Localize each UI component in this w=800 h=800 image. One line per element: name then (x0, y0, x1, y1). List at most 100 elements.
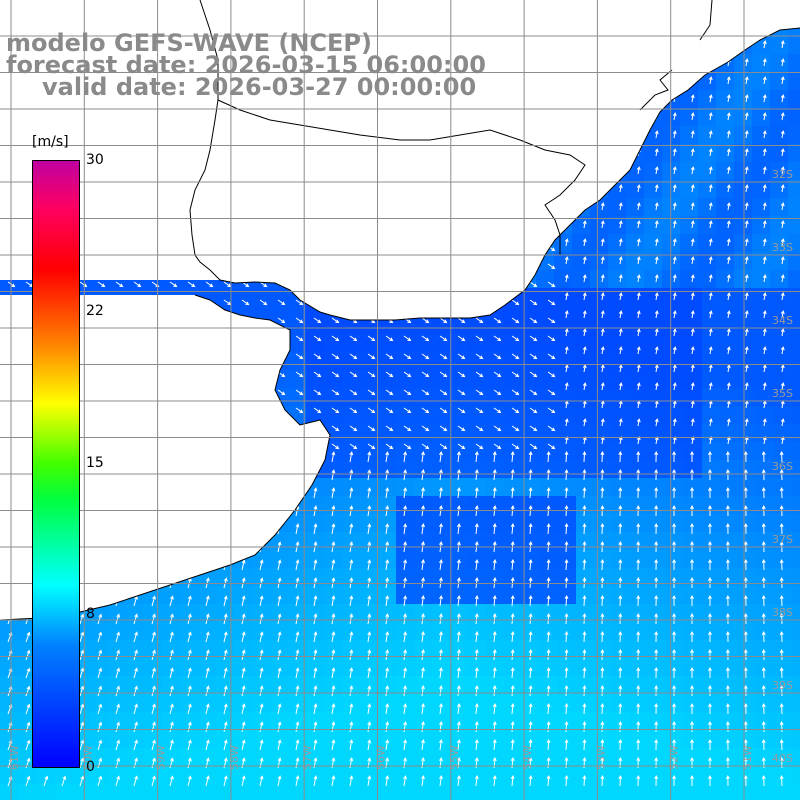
wind-arrow (385, 335, 394, 342)
wind-cell (702, 766, 720, 784)
wind-cell (594, 478, 612, 496)
wind-cell (324, 622, 342, 640)
wind-arrow (708, 166, 713, 175)
wind-arrow (241, 685, 246, 697)
wind-arrow (761, 630, 766, 643)
wind-arrow (367, 425, 376, 432)
wind-arrow (546, 648, 551, 661)
wind-arrow (761, 558, 766, 571)
wind-arrow (492, 523, 497, 535)
wind-arrow (528, 612, 533, 625)
wind-arrow (151, 667, 156, 679)
wind-cell (774, 352, 792, 370)
wind-arrow (546, 774, 551, 787)
wind-arrow (529, 425, 538, 432)
wind-arrow (133, 721, 138, 733)
wind-cell (594, 748, 612, 766)
wind-arrow (707, 594, 712, 607)
wind-cell (306, 622, 324, 640)
wind-arrow (79, 721, 85, 733)
wind-arrow (654, 202, 659, 211)
wind-cell (788, 198, 800, 216)
wind-arrow (187, 29, 196, 36)
wind-arrow (277, 613, 282, 625)
wind-arrow (726, 292, 731, 301)
wind-cell (288, 748, 306, 766)
wind-cell (644, 162, 662, 180)
wind-arrow (241, 299, 250, 306)
longitude-label: 58W (228, 745, 241, 770)
wind-arrow (690, 522, 694, 535)
wind-arrow (510, 721, 515, 733)
wind-arrow (438, 487, 443, 499)
wind-cell (666, 712, 684, 730)
wind-arrow (97, 137, 106, 144)
wind-arrow (97, 65, 106, 72)
wind-arrow (241, 721, 246, 733)
wind-cell (270, 658, 288, 676)
wind-cell (774, 370, 792, 388)
wind-cell (288, 640, 306, 658)
wind-cell (486, 604, 504, 622)
wind-cell (396, 712, 414, 730)
wind-arrow (546, 630, 551, 643)
wind-arrow (726, 166, 731, 175)
wind-cell (180, 676, 198, 694)
wind-cell (576, 316, 594, 334)
wind-cell (648, 784, 666, 800)
latitude-label: 33S (772, 241, 793, 254)
wind-arrow (241, 631, 246, 643)
wind-cell (306, 514, 324, 532)
wind-cell (162, 694, 180, 712)
wind-cell (684, 640, 702, 658)
wind-arrow (295, 739, 300, 751)
wind-cell (162, 784, 180, 800)
wind-arrow (672, 418, 677, 427)
wind-cell (684, 316, 702, 334)
wind-arrow (511, 317, 520, 324)
wind-cell (720, 676, 738, 694)
wind-arrow (564, 738, 569, 751)
wind-arrow (690, 418, 695, 427)
wind-arrow (726, 382, 731, 391)
wind-cell (198, 622, 216, 640)
wind-arrow (672, 346, 677, 355)
wind-cell (486, 586, 504, 604)
wind-arrow (223, 631, 228, 643)
wind-arrow (690, 130, 695, 139)
wind-cell (270, 604, 288, 622)
latitude-label: 36S (772, 460, 793, 473)
wind-cell (450, 496, 468, 514)
wind-cell (558, 442, 576, 460)
wind-cell (648, 712, 666, 730)
wind-arrow (636, 486, 641, 499)
wind-arrow (259, 559, 264, 571)
wind-arrow (169, 263, 178, 270)
wind-cell (324, 586, 342, 604)
wind-cell (468, 604, 486, 622)
wind-arrow (403, 721, 408, 733)
wind-cell (680, 270, 698, 288)
wind-arrow (79, 137, 88, 144)
wind-arrow (79, 191, 88, 198)
wind-arrow (367, 407, 376, 414)
wind-cell (648, 676, 666, 694)
wind-cell (234, 604, 252, 622)
wind-arrow (510, 451, 515, 463)
wind-arrow (474, 685, 479, 697)
wind-arrow (582, 648, 587, 661)
wind-cell (630, 640, 648, 658)
wind-arrow (690, 346, 695, 355)
wind-cell (630, 622, 648, 640)
wind-cell (720, 766, 738, 784)
wind-arrow (295, 559, 300, 571)
wind-arrow (725, 702, 730, 715)
wind-arrow (546, 684, 551, 697)
wind-arrow (672, 130, 677, 139)
wind-cell (450, 676, 468, 694)
wind-arrow (529, 317, 538, 324)
wind-cell (450, 766, 468, 784)
wind-arrow (743, 612, 748, 625)
wind-cell (522, 478, 540, 496)
wind-arrow (421, 335, 430, 342)
